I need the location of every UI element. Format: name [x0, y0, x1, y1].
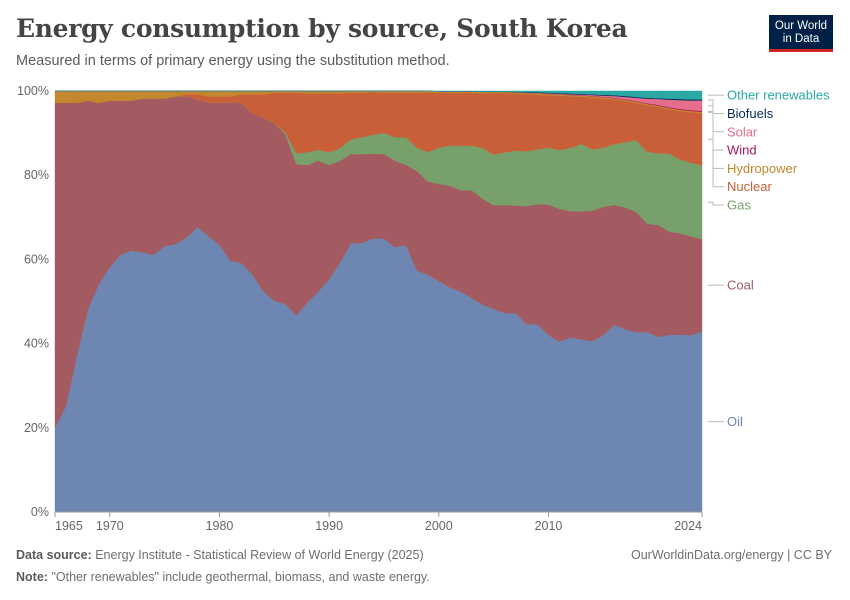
y-tick-label: 40% — [24, 337, 49, 351]
axes: 0% 20% 40% 60% 80% 100% 1965 1970 1980 1990 2000 20… — [17, 84, 703, 533]
y-tick-label: 0% — [31, 505, 49, 519]
data-source-label: Data source: — [16, 548, 92, 562]
legend: Oil Coal Gas Nuclear Hydropower Wind Solar Biof… — [708, 88, 830, 429]
x-tick-label: 1970 — [96, 519, 124, 533]
legend-nuclear[interactable]: Nuclear — [727, 179, 772, 194]
logo-line-2: in Data — [782, 33, 820, 45]
y-tick-label: 80% — [24, 168, 49, 182]
legend-other-renewables[interactable]: Other renewables — [727, 88, 830, 103]
logo-line-1: Our World — [774, 20, 828, 32]
legend-gas[interactable]: Gas — [727, 198, 751, 213]
legend-solar[interactable]: Solar — [727, 124, 758, 139]
legend-connector — [708, 105, 724, 133]
y-tick-label: 20% — [24, 421, 49, 435]
footnote: Note: "Other renewables" include geother… — [16, 570, 430, 584]
x-tick-label: 1965 — [55, 519, 83, 533]
legend-hydropower[interactable]: Hydropower — [727, 161, 798, 176]
area-series — [54, 90, 703, 513]
legend-oil[interactable]: Oil — [727, 414, 743, 429]
legend-coal[interactable]: Coal — [727, 278, 754, 293]
legend-connector — [708, 138, 724, 188]
data-source-link[interactable]: Energy Institute - Statistical Review of… — [95, 548, 424, 562]
x-tick-label: 1980 — [206, 519, 234, 533]
legend-biofuels[interactable]: Biofuels — [727, 106, 774, 121]
chart-subtitle: Measured in terms of primary energy usin… — [16, 53, 450, 69]
footnote-text: "Other renewables" include geothermal, b… — [51, 570, 430, 584]
legend-wind[interactable]: Wind — [727, 143, 757, 158]
legend-connector — [708, 111, 724, 169]
data-source: Data source: Energy Institute - Statisti… — [16, 548, 424, 562]
legend-connector — [708, 110, 724, 151]
legend-connector — [708, 201, 724, 206]
chart-title: Energy consumption by source, South Kore… — [16, 14, 628, 43]
owid-logo[interactable]: Our World in Data — [769, 15, 833, 52]
x-tick-label: 2010 — [535, 519, 563, 533]
y-tick-label: 100% — [17, 84, 49, 98]
y-tick-label: 60% — [24, 252, 49, 266]
legend-connector — [708, 99, 724, 114]
area-other-renewables[interactable] — [55, 90, 703, 100]
credit-link[interactable]: OurWorldinData.org/energy | CC BY — [630, 548, 832, 562]
x-tick-label: 2024 — [674, 519, 702, 533]
x-tick-label: 1990 — [315, 519, 343, 533]
footnote-label: Note: — [16, 570, 48, 584]
x-tick-label: 2000 — [425, 519, 453, 533]
